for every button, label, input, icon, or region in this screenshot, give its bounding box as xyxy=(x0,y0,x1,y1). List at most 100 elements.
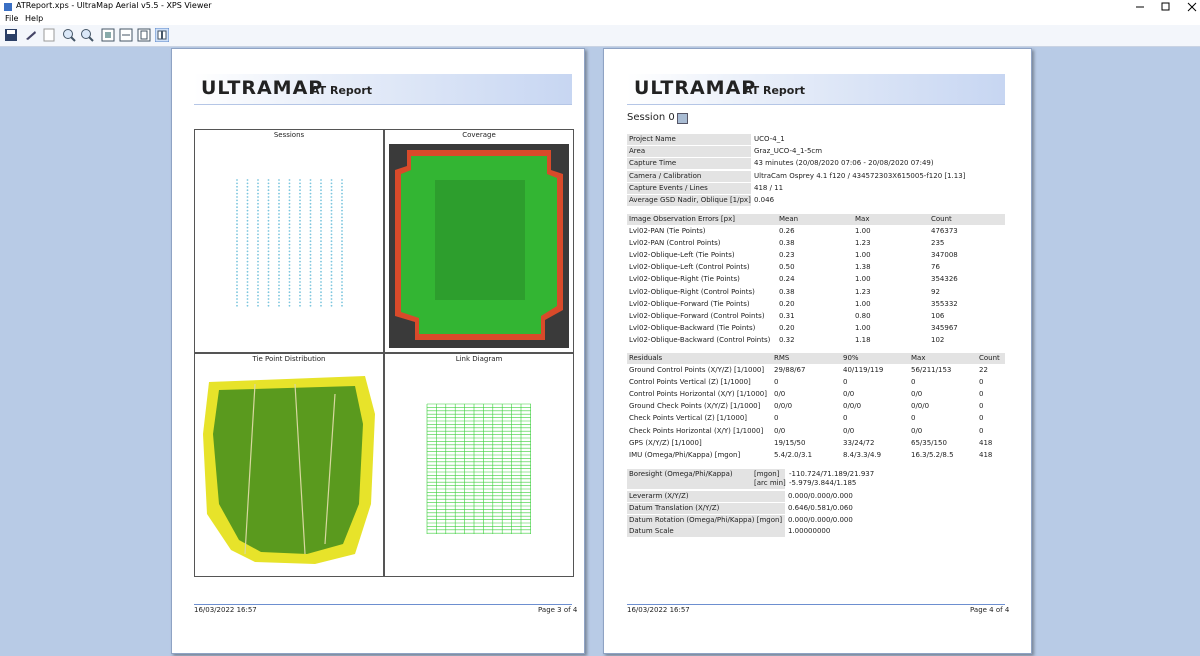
plot-mark xyxy=(257,267,259,270)
plot-mark xyxy=(246,287,249,290)
plot-mark xyxy=(246,298,249,300)
plot-mark xyxy=(341,240,343,243)
plot-mark xyxy=(330,304,333,307)
plot-mark xyxy=(257,284,259,287)
zoom-in-button[interactable] xyxy=(62,28,76,42)
table-cell: 5.4/2.0/3.1 xyxy=(774,450,813,459)
actual-size-button[interactable] xyxy=(101,28,115,42)
plot-mark xyxy=(309,267,312,270)
table-cell: 1.18 xyxy=(855,335,871,344)
table-cell: Lvl02-Oblique-Forward (Tie Points) xyxy=(629,299,750,308)
window-title: ATReport.xps - UltraMap Aerial v5.5 - XP… xyxy=(16,1,212,10)
plot-mark xyxy=(257,270,259,273)
plot-mark xyxy=(320,233,322,236)
plot-mark xyxy=(257,260,259,263)
plot-mark xyxy=(246,247,249,249)
fit-width-button[interactable] xyxy=(119,28,133,42)
plot-mark xyxy=(320,209,322,212)
table-cell: 1.00 xyxy=(855,227,871,235)
plot-mark xyxy=(309,230,312,232)
table-cell: 0/0 xyxy=(774,426,786,435)
table-cell: 0.23 xyxy=(779,251,795,260)
plot-mark xyxy=(257,294,259,297)
plot-mark xyxy=(267,287,270,290)
plot-mark xyxy=(341,199,343,202)
plot-mark xyxy=(288,304,291,307)
plot-mark xyxy=(299,185,301,188)
plot-mark xyxy=(236,260,238,263)
two-pages-button[interactable] xyxy=(155,28,169,42)
table-cell: Mean xyxy=(779,215,799,223)
footer-date: 16/03/2022 16:57 xyxy=(194,606,257,614)
link-diagram-panel: Link Diagram xyxy=(384,353,574,577)
plot-mark xyxy=(320,274,322,277)
plot-mark xyxy=(288,243,291,246)
table-cell: 40/119/119 xyxy=(843,366,884,374)
plot-mark xyxy=(246,294,249,297)
plot-mark xyxy=(267,185,270,188)
plot-mark xyxy=(341,206,343,209)
sign-button[interactable] xyxy=(24,28,38,42)
plot-mark xyxy=(309,189,312,192)
plot-mark xyxy=(288,213,291,215)
table-cell: 0/0 xyxy=(843,426,855,435)
table-cell: Lvl02-Oblique-Left (Control Points) xyxy=(629,263,750,272)
plot-mark xyxy=(267,196,270,198)
plot-mark xyxy=(257,291,259,294)
blank-button[interactable] xyxy=(42,28,56,42)
plot-mark xyxy=(320,253,322,256)
table-cell: 1.23 xyxy=(855,287,871,296)
plot-mark xyxy=(267,199,270,202)
plot-mark xyxy=(246,216,249,219)
plot-mark xyxy=(278,270,280,273)
table-cell: Datum Rotation (Omega/Phi/Kappa) [mgon] xyxy=(627,514,785,526)
plot-mark xyxy=(309,274,312,277)
plot-mark xyxy=(278,301,280,304)
plot-mark xyxy=(288,189,291,192)
plot-mark xyxy=(278,209,280,212)
table-cell: Max xyxy=(911,354,926,362)
plot-mark xyxy=(320,206,322,209)
plot-mark xyxy=(246,223,249,226)
plot-mark xyxy=(278,267,280,270)
plot-mark xyxy=(236,250,238,253)
plot-mark xyxy=(341,243,343,246)
menu-help[interactable]: Help xyxy=(25,14,44,23)
table-cell: 76 xyxy=(931,263,940,272)
plot-mark xyxy=(267,253,270,256)
plot-mark xyxy=(246,202,249,205)
plot-mark xyxy=(341,270,343,273)
table-cell: Check Points Horizontal (X/Y) [1/1000] xyxy=(629,426,764,435)
plot-mark xyxy=(309,199,312,202)
menu-file[interactable]: File xyxy=(5,14,19,23)
whole-page-button[interactable] xyxy=(137,28,151,42)
table-cell: UCO-4_1 xyxy=(754,135,785,143)
zoom-out-button[interactable] xyxy=(80,28,94,42)
plot-mark xyxy=(246,185,249,188)
plot-mark xyxy=(257,206,259,209)
plot-mark xyxy=(257,182,259,185)
plot-mark xyxy=(267,267,270,270)
plot-mark xyxy=(320,270,322,273)
table-cell: 1.38 xyxy=(855,263,871,272)
plot-mark xyxy=(341,298,343,300)
plot-mark xyxy=(257,196,259,198)
plot-mark xyxy=(278,250,280,253)
save-button[interactable] xyxy=(4,28,18,42)
plot-mark xyxy=(236,253,238,256)
plot-mark xyxy=(341,192,343,195)
plot-mark xyxy=(267,264,270,266)
plot-mark xyxy=(330,294,333,297)
plot-mark xyxy=(330,196,333,198)
plot-mark xyxy=(278,298,280,300)
plot-mark xyxy=(246,199,249,202)
plot-mark xyxy=(330,230,333,232)
table-cell: 0.26 xyxy=(779,227,795,235)
table-cell: 1.00 xyxy=(855,275,871,284)
plot-mark xyxy=(236,236,238,239)
window-controls[interactable] xyxy=(1130,0,1200,14)
session-title: Session 0 xyxy=(627,112,675,123)
plot-mark xyxy=(288,199,291,202)
plot-mark xyxy=(299,240,301,243)
table-cell: -5.979/3.844/1.185 xyxy=(789,479,857,487)
